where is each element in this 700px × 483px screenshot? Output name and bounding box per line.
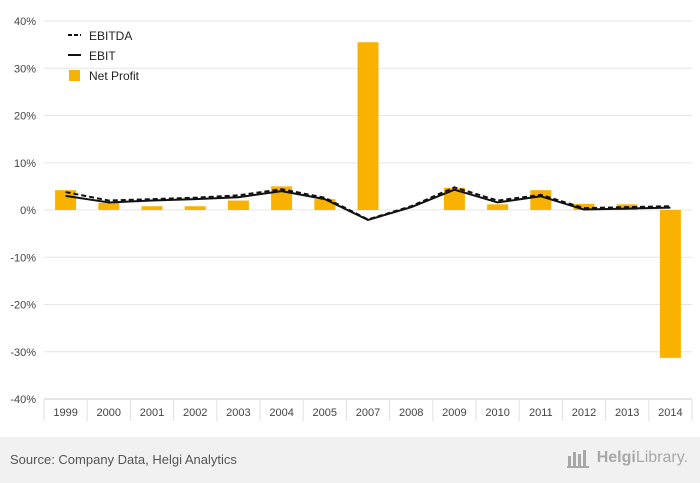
x-tick-label: 2005 xyxy=(313,407,337,419)
y-tick-label: -30% xyxy=(10,347,36,359)
y-tick-label: 0% xyxy=(20,205,36,217)
x-tick-label: 2012 xyxy=(572,407,596,419)
x-tick-label: 2008 xyxy=(399,407,423,419)
bar-net-profit xyxy=(659,210,681,358)
bar-net-profit xyxy=(443,187,465,210)
bar-net-profit xyxy=(141,206,163,210)
bar-net-profit xyxy=(314,199,336,210)
bar-net-profit xyxy=(227,200,249,210)
y-tick-label: -10% xyxy=(10,252,36,264)
x-tick-label: 2001 xyxy=(140,407,164,419)
line-ebitda xyxy=(65,186,671,221)
chart: 40% 30% 20% 10% 0% -10% -20% -30% -40% 1999 2000 20… xyxy=(10,16,693,421)
y-tick-label: 20% xyxy=(14,111,36,123)
y-tick-label: 40% xyxy=(14,16,36,28)
helgi-library-logo[interactable]: HelgiLibrary. xyxy=(566,448,688,468)
bar-net-profit xyxy=(357,42,379,211)
helgilibrary-logo-icon xyxy=(566,450,589,468)
logo-text-library: Library. xyxy=(635,449,688,466)
bar-net-profit xyxy=(55,190,77,210)
bar-net-profit xyxy=(98,202,120,210)
y-tick-label: 10% xyxy=(14,158,36,170)
x-tick-label: 2009 xyxy=(442,407,466,419)
x-tick-label: 2013 xyxy=(615,407,639,419)
bar-net-profit xyxy=(573,203,595,210)
legend-swatch-net-profit xyxy=(69,70,80,81)
x-tick-label: 2002 xyxy=(183,407,207,419)
bar-net-profit xyxy=(530,190,552,210)
y-tick-label: -20% xyxy=(10,300,36,312)
logo-text-helgi: Helgi xyxy=(596,449,636,466)
x-tick-label: 2003 xyxy=(226,407,250,419)
bar-net-profit xyxy=(184,206,206,210)
x-tick-label: 2007 xyxy=(356,407,380,419)
legend-label-ebitda: EBITDA xyxy=(89,29,132,43)
x-tick-label: 2014 xyxy=(658,407,682,419)
x-tick-label: 2000 xyxy=(97,407,121,419)
x-tick-label: 2011 xyxy=(529,407,553,419)
source-text: Source: Company Data, Helgi Analytics xyxy=(10,452,237,467)
legend-label-net-profit: Net Profit xyxy=(89,69,140,83)
bar-net-profit xyxy=(487,204,509,210)
y-tick-label: -40% xyxy=(10,394,36,406)
x-tick-label: 2004 xyxy=(269,407,293,419)
y-tick-label: 30% xyxy=(14,63,36,75)
legend-label-ebit: EBIT xyxy=(89,49,116,63)
x-tick-label: 1999 xyxy=(53,407,77,419)
line-ebit xyxy=(65,188,671,221)
x-tick-label: 2010 xyxy=(485,407,509,419)
